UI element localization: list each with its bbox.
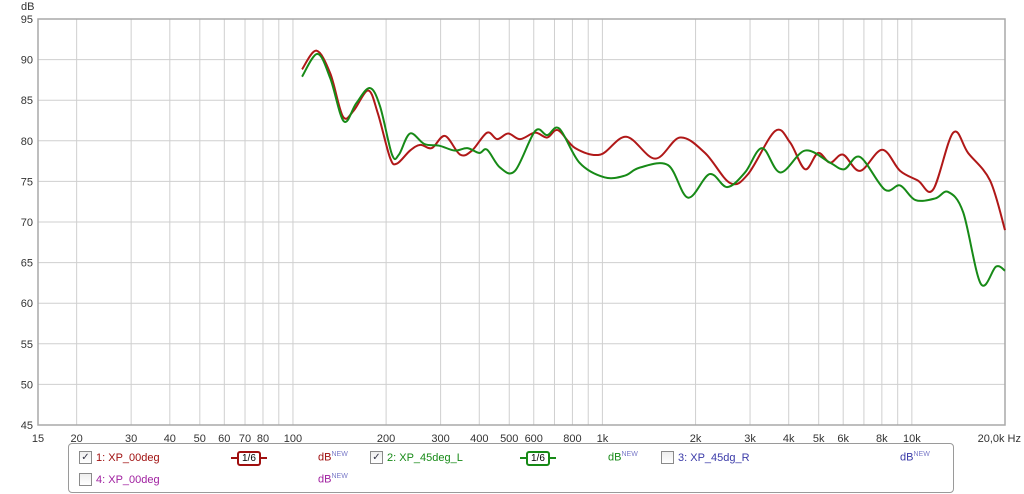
- x-tick-label: 40: [164, 433, 176, 445]
- smoothing-button-1[interactable]: 1/6: [231, 450, 267, 466]
- smoothing-label-1: 1/6: [237, 450, 261, 466]
- unit-label-4: dB: [318, 473, 332, 486]
- new-badge-2: NEW: [621, 451, 638, 458]
- plot-frame: [37, 18, 1006, 426]
- x-tick-label: 3k: [744, 433, 756, 445]
- unit-label-1: dB: [318, 451, 332, 464]
- legend: ✓ 1: XP_00deg 1/6 dBNEW ✓ 2: XP_45deg_L …: [68, 443, 954, 493]
- unit-1[interactable]: dBNEW: [318, 451, 348, 464]
- legend-item-2[interactable]: ✓ 2: XP_45deg_L: [370, 451, 463, 464]
- series-line-1: [301, 49, 1006, 231]
- x-tick-label: 60: [218, 433, 230, 445]
- y-tick-label: 60: [21, 298, 33, 310]
- y-tick-label: 70: [21, 217, 33, 229]
- x-tick-label: 20: [71, 433, 83, 445]
- x-tick-label: 6k: [837, 433, 849, 445]
- new-badge-4: NEW: [331, 473, 348, 480]
- x-tick-label: 200: [377, 433, 395, 445]
- x-tick-label: 80: [257, 433, 269, 445]
- y-tick-label: 95: [21, 14, 33, 26]
- x-tick-label: 10k: [903, 433, 921, 445]
- x-tick-label: 500: [500, 433, 518, 445]
- legend-item-4[interactable]: 4: XP_00deg: [79, 473, 160, 486]
- x-tick-label: 1k: [597, 433, 609, 445]
- x-tick-label: 2k: [690, 433, 702, 445]
- new-badge-3: NEW: [913, 451, 930, 458]
- legend-label-1: 1: XP_00deg: [96, 451, 160, 464]
- x-tick-label: 30: [125, 433, 137, 445]
- y-tick-label: 85: [21, 95, 33, 107]
- legend-item-1[interactable]: ✓ 1: XP_00deg: [79, 451, 160, 464]
- legend-label-3: 3: XP_45dg_R: [678, 451, 750, 464]
- y-axis-label: dB: [21, 1, 34, 13]
- unit-label-2: dB: [608, 451, 622, 464]
- checkbox-3[interactable]: [661, 451, 674, 464]
- y-tick-label: 50: [21, 379, 33, 391]
- x-tick-label: 800: [563, 433, 581, 445]
- legend-item-3[interactable]: 3: XP_45dg_R: [661, 451, 750, 464]
- unit-4[interactable]: dBNEW: [318, 473, 348, 486]
- x-tick-label: 400: [470, 433, 488, 445]
- x-tick-label: 5k: [813, 433, 825, 445]
- y-tick-label: 80: [21, 136, 33, 148]
- smoothing-button-2[interactable]: 1/6: [520, 450, 556, 466]
- new-badge-1: NEW: [331, 451, 348, 458]
- legend-label-4: 4: XP_00deg: [96, 473, 160, 486]
- x-tick-label: 100: [284, 433, 302, 445]
- series-line-2: [301, 52, 1006, 287]
- y-tick-label: 75: [21, 176, 33, 188]
- smoothing-label-2: 1/6: [526, 450, 550, 466]
- legend-label-2: 2: XP_45deg_L: [387, 451, 463, 464]
- y-tick-label: 90: [21, 55, 33, 67]
- x-tick-label: 20,0k Hz: [978, 433, 1021, 445]
- x-tick-label: 70: [239, 433, 251, 445]
- x-tick-label: 300: [431, 433, 449, 445]
- x-tick-label: 15: [32, 433, 44, 445]
- x-tick-label: 4k: [783, 433, 795, 445]
- x-tick-label: 600: [525, 433, 543, 445]
- y-tick-label: 45: [21, 420, 33, 432]
- x-tick-label: 50: [194, 433, 206, 445]
- unit-label-3: dB: [900, 451, 914, 464]
- checkbox-4[interactable]: [79, 473, 92, 486]
- x-tick-label: 8k: [876, 433, 888, 445]
- y-tick-label: 55: [21, 339, 33, 351]
- y-tick-label: 65: [21, 258, 33, 270]
- unit-3[interactable]: dBNEW: [900, 451, 930, 464]
- unit-2[interactable]: dBNEW: [608, 451, 638, 464]
- checkbox-1[interactable]: ✓: [79, 451, 92, 464]
- checkbox-2[interactable]: ✓: [370, 451, 383, 464]
